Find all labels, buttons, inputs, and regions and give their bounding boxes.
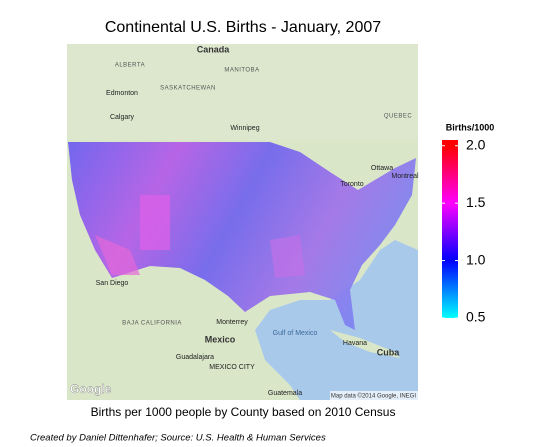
credit: Created by Daniel Dittenhafer; Source: U… [30,433,326,444]
map-label: Calgary [110,114,135,121]
map-logo: Google [70,382,112,396]
caption: Births per 1000 people by County based o… [91,405,396,419]
map-label: ALBERTA [115,63,145,69]
colorbar-tick-label: 2.0 [466,136,486,152]
map-label: Winnipeg [230,125,259,132]
map-label: Montreal [391,173,419,180]
map-label: Havana [343,340,367,347]
map [67,44,418,400]
attribution-bg [330,391,418,400]
colorbar [442,140,458,318]
attribution: Map data ©2014 Google, INEGI [331,393,416,400]
colorbar-tick-label: 0.5 [466,309,486,325]
colorbar-tick-label: 1.0 [466,251,486,267]
map-label: Gulf of Mexico [273,330,318,337]
map-label: MANITOBA [224,68,259,74]
map-label: Guatemala [268,390,302,397]
title: Continental U.S. Births - January, 2007 [105,19,381,36]
map-label: QUEBEC [384,114,413,120]
us-counties [68,142,416,330]
map-label: San Diego [96,280,129,287]
map-label: Cuba [377,347,400,357]
map-label: Canada [197,44,231,54]
cuba-land [330,330,400,358]
high-region [95,235,140,275]
map-label: Edmonton [106,90,138,97]
map-label: Toronto [340,181,363,188]
colorbar-tick-label: 1.5 [466,194,486,210]
map-label: Guadalajara [176,354,214,361]
map-label: Monterrey [216,319,248,326]
high-region [270,235,305,278]
map-label: SASKATCHEWAN [160,86,216,92]
map-label: Mexico [205,334,236,344]
map-label: Ottawa [371,165,393,172]
high-region [140,195,170,250]
canada [67,44,418,140]
map-label: MEXICO CITY [209,364,255,371]
map-label: BAJA CALIFORNIA [122,321,182,327]
legend-title: Births/1000 [446,122,495,132]
